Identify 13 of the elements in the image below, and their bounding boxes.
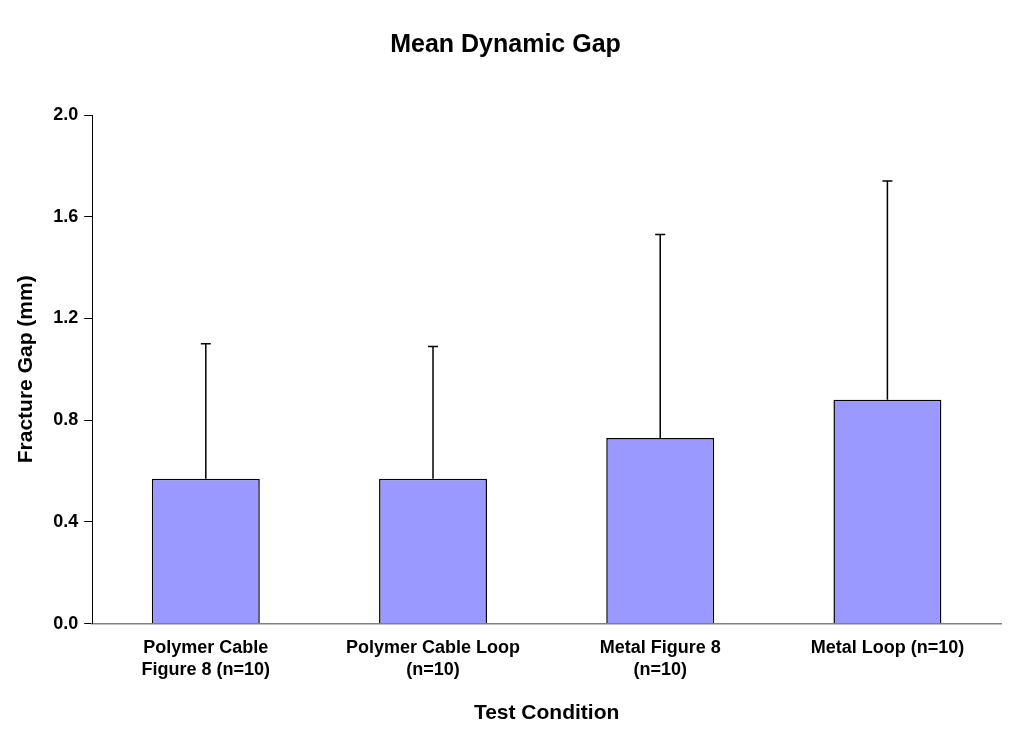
x-tick-label: Polymer Cable Figure 8 (n=10) <box>141 637 271 679</box>
chart-title: Mean Dynamic Gap <box>390 28 621 57</box>
x-axis-title: Test Condition <box>473 700 620 724</box>
y-tick-label: 0.8 <box>53 409 79 430</box>
x-tick-label: Polymer Cable Loop (n=10) <box>345 637 521 679</box>
y-tick-label: 0.0 <box>53 612 79 633</box>
x-tick-label: Metal Loop (n=10) <box>810 637 965 658</box>
x-tick-label: Metal Figure 8 (n=10) <box>599 637 721 679</box>
y-tick-label: 2.0 <box>53 103 79 124</box>
y-tick-label: 0.4 <box>53 510 79 531</box>
y-axis-title: Fracture Gap (mm) <box>13 275 37 464</box>
y-tick-label: 1.2 <box>53 307 79 328</box>
y-tick-label: 1.6 <box>53 205 79 226</box>
